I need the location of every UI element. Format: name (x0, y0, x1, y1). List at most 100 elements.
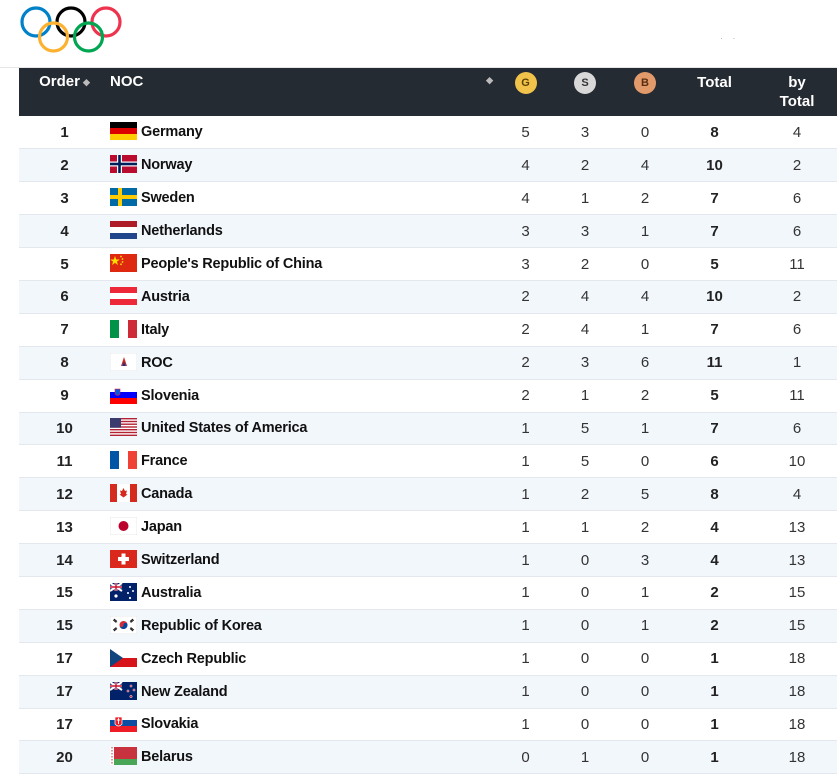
total-count: 6 (710, 452, 719, 470)
silver-count: 3 (580, 123, 590, 141)
country-name[interactable]: Australia (141, 584, 202, 601)
noc-cell[interactable]: France (110, 445, 499, 478)
noc-cell[interactable]: Italy (110, 313, 499, 346)
rank-by-total: 6 (792, 321, 802, 339)
column-header-noc[interactable]: NOC ◆ (110, 68, 499, 116)
total-count: 7 (710, 321, 719, 339)
noc-cell[interactable]: People's Republic of China (110, 248, 499, 281)
table-row[interactable]: 17 Slovakia 1 0 0 1 18 (19, 708, 837, 741)
country-name[interactable]: Canada (141, 486, 193, 503)
country-name[interactable]: Netherlands (141, 222, 223, 239)
silver-count: 2 (580, 255, 590, 273)
noc-cell[interactable]: Sweden (110, 182, 499, 215)
total-count: 10 (706, 288, 723, 306)
noc-cell[interactable]: Slovakia (110, 708, 499, 741)
norway-flag-icon (110, 155, 137, 174)
noc-cell[interactable]: Netherlands (110, 215, 499, 248)
country-name[interactable]: People's Republic of China (141, 255, 323, 272)
country-name[interactable]: ROC (141, 354, 173, 371)
noc-cell[interactable]: Czech Republic (110, 642, 499, 675)
table-row[interactable]: 10 United States of America 1 5 1 7 6 (19, 412, 837, 445)
order-cell: 15 (56, 584, 73, 602)
silver-count: 2 (580, 156, 590, 174)
country-name[interactable]: Belarus (141, 749, 193, 766)
column-header-order[interactable]: Order ◆ (19, 68, 110, 116)
rank-by-total: 2 (792, 288, 802, 306)
country-name[interactable]: Sweden (141, 190, 195, 207)
noc-cell[interactable]: Austria (110, 280, 499, 313)
total-count: 7 (710, 189, 719, 207)
order-cell: 6 (60, 288, 69, 306)
country-name[interactable]: Slovenia (141, 387, 200, 404)
noc-cell[interactable]: Japan (110, 511, 499, 544)
table-row[interactable]: 17 New Zealand 1 0 0 1 18 (19, 675, 837, 709)
noc-cell[interactable]: Republic of Korea (110, 609, 499, 642)
sort-icon[interactable]: ◆ (82, 76, 90, 87)
noc-cell[interactable]: Canada (110, 478, 499, 511)
rank-by-total: 6 (792, 189, 802, 207)
order-cell: 10 (56, 419, 73, 437)
country-name[interactable]: Republic of Korea (141, 617, 262, 634)
table-row[interactable]: 12 Canada 1 2 5 8 4 (19, 477, 837, 511)
table-row[interactable]: 3 Sweden 4 1 2 7 6 (19, 181, 837, 215)
table-row[interactable]: 8 ROC 2 3 6 11 1 (19, 346, 837, 380)
sort-icon[interactable]: ◆ (486, 75, 493, 85)
noc-cell[interactable]: ROC (110, 346, 499, 379)
bronze-count: 2 (640, 387, 650, 405)
country-name[interactable]: United States of America (141, 420, 308, 437)
table-row[interactable]: 11 France 1 5 0 6 10 (19, 444, 837, 478)
country-name[interactable]: Slovakia (141, 716, 199, 733)
noc-cell[interactable]: New Zealand (110, 675, 499, 708)
table-row[interactable]: 6 Austria 2 4 4 10 2 (19, 280, 837, 314)
column-header-total[interactable]: Total (672, 68, 757, 116)
country-name[interactable]: New Zealand (141, 683, 228, 700)
order-cell: 14 (56, 551, 73, 569)
column-header-by-total[interactable]: by Total (757, 68, 837, 116)
total-count: 5 (710, 387, 719, 405)
france-flag-icon (110, 451, 137, 470)
country-name[interactable]: Austria (141, 288, 190, 305)
gold-count: 1 (521, 715, 530, 733)
table-row[interactable]: 5 People's Republic of China 3 2 0 5 11 (19, 247, 837, 281)
table-row[interactable]: 13 Japan 1 1 2 4 13 (19, 510, 837, 544)
table-row[interactable]: 1 Germany 5 3 0 8 4 (19, 116, 837, 149)
table-row[interactable]: 7 Italy 2 4 1 7 6 (19, 313, 837, 347)
country-name[interactable]: Norway (141, 157, 193, 174)
table-row[interactable]: 20 Belarus 0 1 0 1 18 (19, 740, 837, 774)
noc-cell[interactable]: Norway (110, 149, 499, 182)
total-count: 1 (710, 683, 719, 701)
country-name[interactable]: Japan (141, 518, 182, 535)
table-row[interactable]: 14 Switzerland 1 0 3 4 13 (19, 543, 837, 577)
country-name[interactable]: Czech Republic (141, 650, 247, 667)
total-count: 8 (710, 123, 719, 141)
gold-count: 1 (521, 683, 530, 701)
gold-count: 3 (521, 222, 530, 240)
table-row[interactable]: 17 Czech Republic 1 0 0 1 18 (19, 642, 837, 676)
rank-by-total: 18 (788, 748, 806, 766)
country-name[interactable]: Italy (141, 321, 170, 338)
table-row[interactable]: 9 Slovenia 2 1 2 5 11 (19, 379, 837, 413)
noc-cell[interactable]: United States of America (110, 412, 499, 445)
rank-by-total: 15 (788, 584, 806, 602)
noc-cell[interactable]: Switzerland (110, 544, 499, 577)
country-name[interactable]: France (141, 453, 188, 470)
column-header-gold[interactable]: G (499, 68, 552, 116)
column-header-bronze[interactable]: B (618, 68, 672, 116)
column-header-silver[interactable]: S (552, 68, 618, 116)
olympic-rings-logo[interactable] (19, 5, 123, 60)
bronze-count: 1 (640, 222, 650, 240)
table-row[interactable]: 4 Netherlands 3 3 1 7 6 (19, 214, 837, 248)
switzerland-flag-icon (110, 550, 137, 569)
total-count: 2 (710, 617, 719, 635)
noc-cell[interactable]: Germany (110, 116, 499, 149)
noc-cell[interactable]: Australia (110, 576, 499, 609)
table-row[interactable]: 15 Republic of Korea 1 0 1 2 15 (19, 609, 837, 643)
by-total-label-line2: Total (779, 93, 815, 110)
noc-cell[interactable]: Slovenia (110, 379, 499, 412)
country-name[interactable]: Germany (141, 124, 203, 141)
table-row[interactable]: 15 Australia 1 0 1 2 15 (19, 576, 837, 610)
noc-cell[interactable]: Belarus (110, 741, 499, 774)
country-name[interactable]: Switzerland (141, 551, 220, 568)
table-row[interactable]: 2 Norway 4 2 4 10 2 (19, 148, 837, 182)
order-cell: 15 (56, 617, 73, 635)
